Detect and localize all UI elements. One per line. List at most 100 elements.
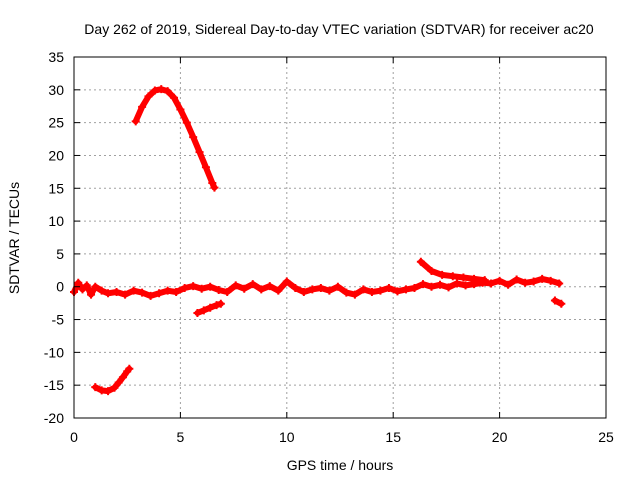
data-point xyxy=(150,86,159,95)
series-end-segment xyxy=(550,296,566,308)
y-tick-label: -20 xyxy=(44,410,64,426)
data-point xyxy=(206,282,215,291)
series-low-arc xyxy=(91,364,134,396)
series-late-segment xyxy=(416,257,489,285)
data-point xyxy=(487,279,496,288)
data-point xyxy=(274,286,283,295)
data-point xyxy=(195,148,204,157)
data-point xyxy=(121,290,130,299)
data-point xyxy=(125,364,134,373)
data-point xyxy=(82,281,91,290)
data-point xyxy=(240,284,249,293)
data-point xyxy=(438,270,447,279)
data-point xyxy=(214,286,223,295)
data-point xyxy=(291,284,300,293)
data-point xyxy=(138,102,147,111)
data-point xyxy=(557,299,566,308)
data-point xyxy=(416,257,425,266)
data-point xyxy=(144,92,153,101)
data-point xyxy=(91,282,100,291)
data-point xyxy=(333,282,342,291)
data-point xyxy=(555,279,564,288)
data-point xyxy=(197,284,206,293)
y-tick-label: 0 xyxy=(56,279,64,295)
data-point xyxy=(448,272,457,281)
data-point xyxy=(265,282,274,291)
data-point xyxy=(176,105,185,114)
data-point xyxy=(74,278,83,287)
data-point xyxy=(350,290,359,299)
series-line xyxy=(71,275,563,299)
data-point xyxy=(410,284,419,293)
data-point xyxy=(172,287,181,296)
data-point xyxy=(170,93,179,102)
data-point xyxy=(201,163,210,172)
data-point xyxy=(512,275,521,284)
data-point xyxy=(210,183,219,192)
data-point xyxy=(257,285,266,294)
data-point xyxy=(112,287,121,296)
data-point xyxy=(110,383,119,392)
data-point xyxy=(182,118,191,127)
data-point xyxy=(223,287,232,296)
y-tick-label: 25 xyxy=(48,115,64,131)
x-tick-label: 15 xyxy=(385,429,401,445)
data-point xyxy=(87,290,96,299)
data-point xyxy=(393,287,402,296)
data-point xyxy=(282,277,291,286)
data-point xyxy=(146,291,155,300)
y-axis-label: SDTVAR / TECUs xyxy=(6,182,22,294)
y-tick-label: 10 xyxy=(48,213,64,229)
data-point xyxy=(163,286,172,295)
y-tick-label: -5 xyxy=(52,312,65,328)
data-point xyxy=(78,285,87,294)
data-point xyxy=(199,306,208,315)
data-point xyxy=(299,287,308,296)
x-tick-label: 0 xyxy=(70,429,78,445)
data-point xyxy=(436,280,445,289)
data-point xyxy=(212,301,221,310)
data-point xyxy=(495,276,504,285)
y-tick-label: 5 xyxy=(56,246,64,262)
plot-frame xyxy=(73,56,607,419)
data-point xyxy=(157,85,166,94)
data-point xyxy=(470,280,479,289)
data-point xyxy=(546,276,555,285)
data-point xyxy=(550,296,559,305)
data-point xyxy=(529,277,538,286)
series-high-arc xyxy=(131,85,219,192)
data-point xyxy=(206,303,215,312)
data-point xyxy=(193,308,202,317)
y-tick-label: 30 xyxy=(48,82,64,98)
data-point xyxy=(538,274,547,283)
data-point xyxy=(521,278,530,287)
data-point xyxy=(427,266,436,275)
x-axis-label: GPS time / hours xyxy=(287,457,394,473)
y-tick-label: 20 xyxy=(48,147,64,163)
data-point xyxy=(216,299,225,308)
data-point xyxy=(316,284,325,293)
data-point xyxy=(478,278,487,287)
data-point xyxy=(359,285,368,294)
data-point xyxy=(163,87,172,96)
grid-lines xyxy=(74,57,606,418)
data-point xyxy=(248,280,257,289)
data-point xyxy=(118,373,127,382)
data-point xyxy=(91,383,100,392)
data-point xyxy=(459,273,468,282)
data-point xyxy=(401,285,410,294)
chart-title: Day 262 of 2019, Sidereal Day-to-day VTE… xyxy=(84,21,594,37)
y-tick-label: 15 xyxy=(48,180,64,196)
data-point xyxy=(308,285,317,294)
data-point xyxy=(427,282,436,291)
data-point xyxy=(189,282,198,291)
data-points xyxy=(70,85,566,396)
data-point xyxy=(384,284,393,293)
data-point xyxy=(189,133,198,142)
y-tick-label: -15 xyxy=(44,377,64,393)
x-tick-label: 25 xyxy=(598,429,614,445)
data-point xyxy=(231,281,240,290)
data-point xyxy=(138,288,147,297)
axis-ticks: -20 -15 -10 -5 0 5 10 15 20 25 30 35 0 5 10 15 20 25 xyxy=(44,49,614,445)
data-point xyxy=(131,117,140,126)
